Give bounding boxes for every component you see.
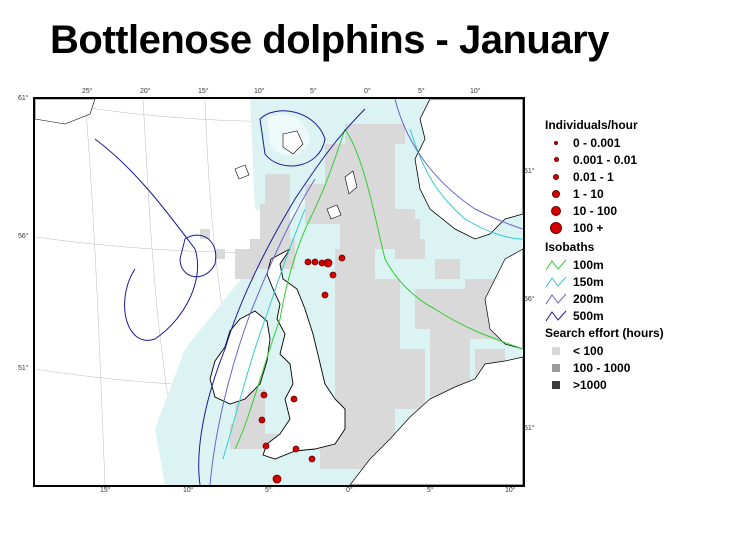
isobath-line-icon (545, 258, 567, 272)
effort-swatch-icon (545, 346, 567, 355)
isobath-500m-bank (179, 234, 217, 278)
sighting-point (338, 254, 346, 262)
legend-effort-item: >1000 (545, 376, 745, 393)
legend-individuals-item: 0.01 - 1 (545, 168, 745, 185)
sighting-point (308, 455, 316, 463)
isobath-100m (234, 128, 523, 450)
legend: Individuals/hour 0 - 0.001 0.001 - 0.01 … (545, 116, 745, 393)
isobath-line-icon (545, 309, 567, 323)
legend-effort-item: < 100 (545, 342, 745, 359)
top-tick-label: 5° (310, 88, 317, 95)
legend-individuals-title: Individuals/hour (545, 118, 638, 132)
sighting-point (272, 474, 282, 484)
legend-individuals-item: 100 + (545, 219, 745, 236)
top-tick-label: 15° (198, 88, 209, 95)
legend-effort-item: 100 - 1000 (545, 359, 745, 376)
bottom-tick-label: 5° (265, 487, 272, 494)
land-ireland (209, 310, 271, 405)
sighting-symbol-icon (545, 173, 567, 180)
sighting-symbol-icon (545, 140, 567, 145)
legend-isobath-item: 100m (545, 256, 745, 273)
right-tick-label: 51° (524, 425, 535, 432)
effort-swatch-icon (545, 363, 567, 372)
legend-individuals-item: 0 - 0.001 (545, 134, 745, 151)
sighting-point (292, 445, 300, 453)
sightings (258, 254, 346, 484)
legend-effort-title: Search effort (hours) (545, 326, 664, 340)
legend-isobath-item: 200m (545, 290, 745, 307)
legend-individuals-item: 1 - 10 (545, 185, 745, 202)
bottom-tick-label: 10° (183, 487, 194, 494)
sighting-symbol-icon (545, 189, 567, 198)
sighting-point (323, 258, 333, 268)
legend-individuals-item: 0.001 - 0.01 (545, 151, 745, 168)
top-tick-label: 10° (470, 88, 481, 95)
legend-isobaths-title: Isobaths (545, 240, 595, 254)
sighting-point (311, 258, 319, 266)
land-islands (234, 130, 358, 220)
sighting-symbol-icon (545, 205, 567, 216)
top-tick-label: 25° (82, 88, 93, 95)
sighting-symbol-icon (545, 157, 567, 162)
legend-individuals-item: 10 - 100 (545, 202, 745, 219)
bottom-tick-label: 15° (100, 487, 111, 494)
sighting-point (290, 395, 298, 403)
left-tick-label: 56° (18, 233, 29, 240)
isobaths (94, 99, 523, 485)
land-scandinavia (414, 99, 523, 240)
map-svg (35, 99, 523, 485)
left-tick-label: 51° (18, 365, 29, 372)
isobath-line-icon (545, 275, 567, 289)
sighting-point (258, 416, 266, 424)
right-tick-label: 61° (524, 168, 535, 175)
page-title: Bottlenose dolphins - January (50, 18, 609, 62)
legend-isobath-item: 500m (545, 307, 745, 324)
bottom-tick-label: 10° (505, 487, 516, 494)
isobath-200m (209, 99, 523, 485)
isobath-line-icon (545, 292, 567, 306)
sighting-symbol-icon (545, 221, 567, 234)
legend-isobath-item: 150m (545, 273, 745, 290)
right-tick-label: 56° (524, 296, 535, 303)
sighting-point (304, 258, 312, 266)
sighting-point (329, 271, 337, 279)
land-continent (349, 356, 523, 485)
sighting-point (321, 291, 329, 299)
top-tick-label: 10° (254, 88, 265, 95)
bottom-tick-label: 0° (346, 487, 353, 494)
land-iceland (35, 99, 96, 125)
left-tick-label: 61° (18, 95, 29, 102)
isobath-500m (94, 108, 366, 485)
bottom-tick-label: 5° (427, 487, 434, 494)
effort-swatch-icon (545, 380, 567, 389)
map-panel (33, 97, 525, 487)
top-tick-label: 5° (418, 88, 425, 95)
isobath-500m-faroe (259, 110, 326, 167)
sighting-point (262, 442, 270, 450)
top-tick-label: 20° (140, 88, 151, 95)
top-tick-label: 0° (364, 88, 371, 95)
sighting-point (260, 391, 268, 399)
